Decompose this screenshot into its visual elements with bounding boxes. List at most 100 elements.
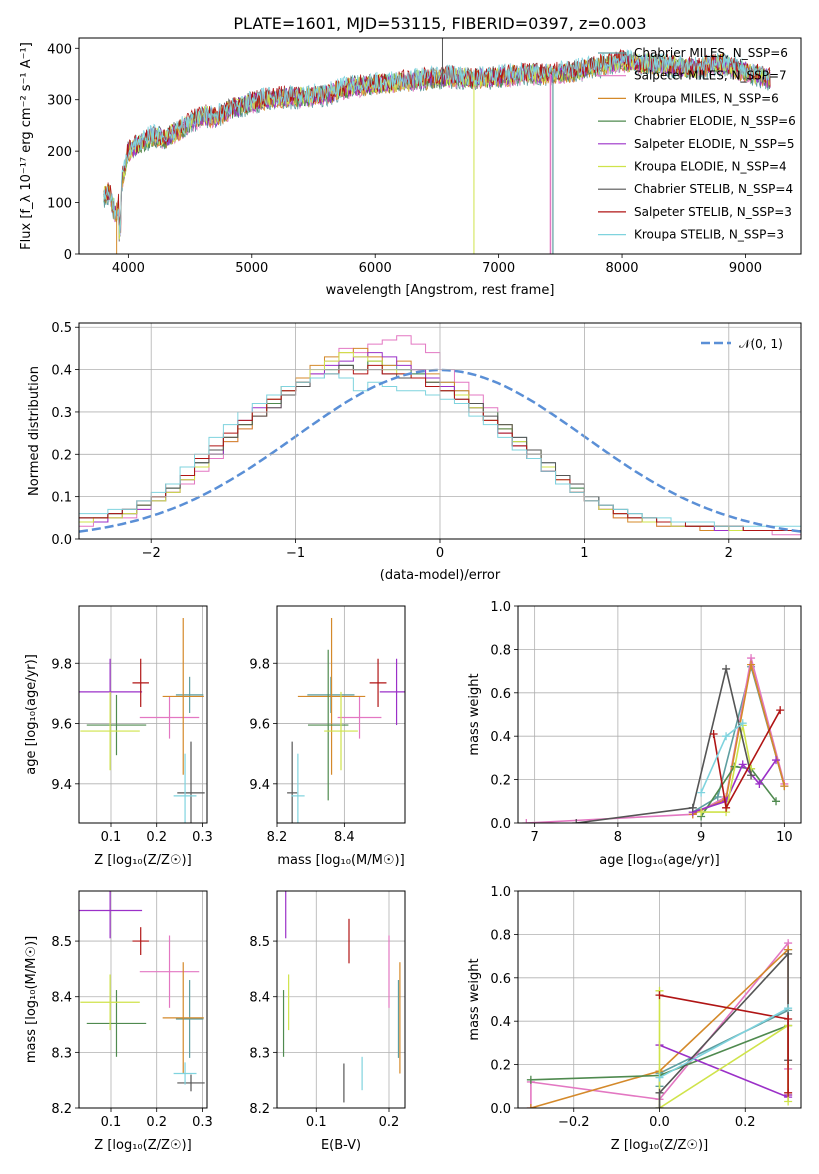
x-tick-label: 0.1 [306, 1115, 327, 1130]
y-tick-label: 0.8 [490, 643, 511, 658]
data-point-marker [784, 1015, 793, 1024]
y-tick-label: 0.6 [490, 972, 511, 987]
data-point-marker [784, 1088, 793, 1097]
plot-area [103, 38, 771, 254]
x-tick-label: −0.2 [558, 1115, 590, 1130]
y-tick-label: 9.6 [51, 718, 72, 733]
series-line [701, 725, 752, 813]
y-tick-label: 1.0 [490, 600, 511, 615]
x-tick-label: 2 [725, 546, 733, 561]
x-tick-label: 0.2 [735, 1115, 756, 1130]
panel-residuals: −2 −1 0 1 2 0.0 0.1 0.2 0.3 0.4 0.5 𝒩(0, 1) (data-mo… [27, 321, 802, 583]
data-point-marker [784, 1004, 793, 1013]
y-tick-label: 0.4 [51, 364, 72, 379]
x-tick-label: 10 [776, 830, 793, 845]
y-axis-label: mass weight [467, 673, 482, 755]
data-point-marker [572, 819, 581, 823]
legend-label: Kroupa STELIB, N_SSP=3 [634, 228, 784, 242]
y-tick-label: 0.2 [490, 774, 511, 789]
data-point-marker [772, 756, 781, 765]
x-tick-label: −1 [286, 546, 305, 561]
legend-label: Salpeter STELIB, N_SSP=3 [634, 205, 792, 219]
y-tick-label: 0.0 [490, 1102, 511, 1117]
y-tick-label: 8.3 [51, 1046, 72, 1061]
histogram-step [79, 364, 801, 539]
axes-frame [78, 37, 802, 255]
y-axis-label: age [log₁₀(age/yr)] [24, 654, 39, 775]
y-tick-label: 8.4 [249, 991, 270, 1006]
y-tick-label: 0.1 [51, 491, 72, 506]
y-tick-label: 100 [47, 197, 72, 212]
y-tick-label: 8.2 [51, 1102, 72, 1117]
plot-area [287, 618, 405, 823]
x-tick-label: 9000 [729, 261, 762, 276]
data-point-marker [526, 1104, 535, 1108]
y-tick-label: 9.4 [51, 778, 72, 793]
data-point-marker [784, 1097, 793, 1106]
x-tick-label: 8.4 [334, 830, 355, 845]
x-tick-label: 8 [614, 830, 622, 845]
data-point-marker [697, 808, 706, 817]
x-tick-label: 4000 [112, 261, 145, 276]
series-line [576, 668, 752, 823]
x-axis-label: Z [log₁₀(Z/Z☉)] [611, 1138, 708, 1153]
y-tick-label: 200 [47, 145, 72, 160]
y-axis-label: mass [log₁₀(M/M☉)] [24, 936, 39, 1063]
series-line [659, 1007, 789, 1079]
panel-massweight_vs_age: 7 8 9 10 0.0 0.2 0.4 0.6 0.8 1.0 age [log₁₀(age/yr… [467, 600, 802, 868]
x-tick-label: 7 [531, 830, 539, 845]
legend-label: Kroupa ELODIE, N_SSP=4 [634, 160, 787, 174]
spectrum-line [103, 49, 771, 235]
data-point-marker [722, 803, 731, 812]
x-axis-label: Z [log₁₀(Z/Z☉)] [94, 1138, 191, 1153]
data-point-marker [772, 797, 781, 806]
x-tick-label: 1 [580, 546, 588, 561]
axes-frame [78, 322, 802, 540]
data-point-marker [655, 991, 664, 1000]
legend-label: Salpeter MILES, N_SSP=7 [634, 69, 787, 83]
data-point-marker [655, 1073, 664, 1082]
plot-area [282, 891, 401, 1103]
data-point-marker [526, 1075, 535, 1084]
axes-frame [517, 890, 802, 1109]
y-tick-label: 0.3 [51, 406, 72, 421]
y-tick-label: 9.6 [249, 718, 270, 733]
x-axis-label: age [log₁₀(age/yr)] [599, 853, 720, 868]
data-point-marker [747, 771, 756, 780]
axes-frame [78, 605, 208, 824]
data-point-marker [522, 819, 531, 823]
plot-area [79, 618, 205, 823]
x-tick-label: 0.2 [146, 830, 167, 845]
panel-age_vs_mass: 8.2 8.4 9.4 9.6 9.8 mass [log₁₀(M/M☉)] [249, 605, 406, 868]
data-point-marker [784, 949, 793, 958]
data-point-marker [709, 730, 718, 739]
panel-mass_vs_Z: 0.1 0.2 0.3 8.2 8.3 8.4 8.5 Z [log₁₀(Z/Z☉)] mass… [24, 890, 213, 1153]
axes-frame [276, 605, 406, 824]
data-point-marker [688, 803, 697, 812]
y-tick-label: 8.4 [51, 991, 72, 1006]
y-tick-label: 9.8 [51, 657, 72, 672]
data-point-marker [747, 660, 756, 669]
x-axis-label: wavelength [Angstrom, rest frame] [326, 283, 555, 298]
plot-area [522, 654, 789, 823]
y-tick-label: 0.2 [51, 448, 72, 463]
y-tick-label: 1.0 [490, 885, 511, 900]
panel-spectrum: 4000 5000 6000 7000 8000 9000 0 100 200 300 400 Cha… [19, 14, 802, 298]
chart-title: PLATE=1601, MJD=53115, FIBERID=0397, z=0… [233, 14, 646, 33]
x-tick-label: 0.1 [101, 1115, 122, 1130]
x-tick-label: 8000 [605, 261, 638, 276]
plot-area [526, 939, 793, 1108]
x-axis-label: Z [log₁₀(Z/Z☉)] [94, 853, 191, 868]
x-tick-label: 5000 [235, 261, 268, 276]
data-point-marker [738, 719, 747, 728]
y-tick-label: 0.0 [51, 533, 72, 548]
plot-area [79, 891, 205, 1092]
y-tick-label: 8.3 [249, 1046, 270, 1061]
x-axis-label: mass [log₁₀(M/M☉)] [277, 853, 404, 868]
panel-mass_vs_EBV: 0.1 0.2 8.2 8.3 8.4 8.5 E(B-V) [249, 890, 406, 1153]
y-axis-label: mass weight [467, 958, 482, 1040]
x-tick-label: 0.2 [379, 1115, 400, 1130]
x-axis-label: (data-model)/error [380, 568, 501, 583]
y-tick-label: 9.8 [249, 657, 270, 672]
